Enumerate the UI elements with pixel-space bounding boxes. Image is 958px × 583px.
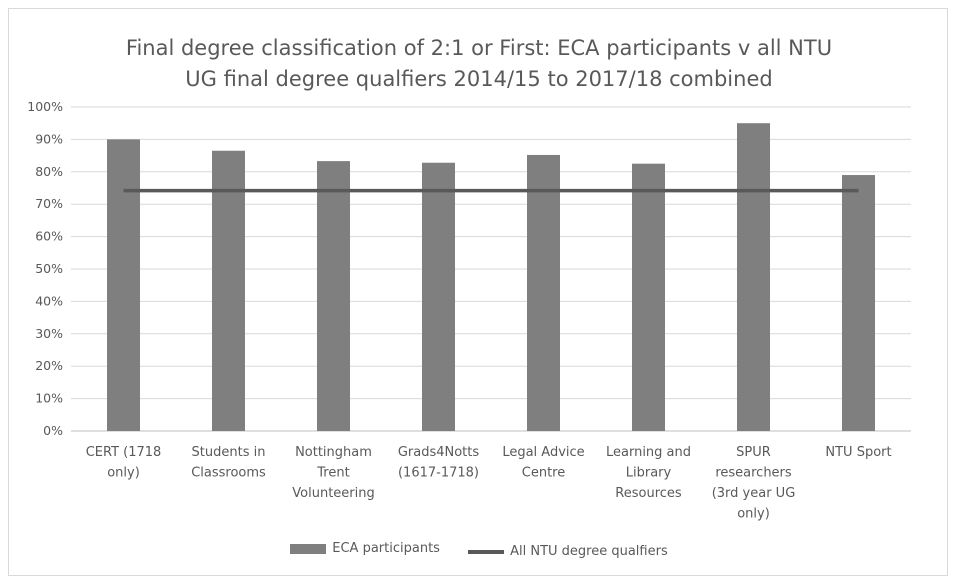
y-tick-label: 70% (35, 196, 63, 211)
y-tick-label: 20% (35, 358, 63, 373)
x-tick-label: Grads4Notts (1617-1718) (398, 445, 480, 481)
y-tick-label: 50% (35, 261, 63, 276)
bar (737, 123, 770, 431)
bar (842, 175, 875, 431)
bar (107, 139, 140, 431)
legend-item-all-ntu: All NTU degree qualfiers (468, 544, 668, 559)
y-tick-label: 10% (35, 391, 63, 406)
legend-swatch-line (468, 549, 505, 554)
x-tick-label: Nottingham Trent Volunteering (292, 445, 374, 501)
x-tick-label: Learning and Library Resources (606, 445, 691, 501)
bar (422, 162, 455, 431)
bar (632, 163, 665, 431)
chart-frame: Final degree classification of 2:1 or Fi… (8, 8, 948, 576)
x-tick-label: CERT (1718 only) (86, 445, 162, 481)
chart-legend: ECA participants All NTU degree qualfier… (9, 541, 949, 559)
chart-title: Final degree classification of 2:1 or Fi… (9, 33, 949, 95)
bar (317, 161, 350, 431)
chart-title-line-1: Final degree classification of 2:1 or Fi… (125, 36, 833, 60)
bar-chart: 0% 10% 20% 30% 40% 50% 60% 70% 80% 90% 100% CERT (1… (27, 99, 911, 522)
bar (212, 150, 245, 432)
legend-item-eca: ECA participants (290, 541, 440, 556)
y-tick-label: 100% (27, 99, 63, 114)
legend-label-eca: ECA participants (332, 541, 440, 556)
legend-label-all-ntu: All NTU degree qualfiers (510, 544, 668, 559)
y-tick-label: 40% (35, 293, 63, 308)
y-tick-label: 30% (35, 326, 63, 341)
x-tick-label: Students in Classrooms (191, 445, 266, 481)
x-tick-label: Legal Advice Centre (502, 445, 584, 481)
x-tick-label: NTU Sport (825, 445, 891, 460)
bar (527, 154, 560, 431)
x-tick-label: SPUR researchers (3rd year UG only) (712, 445, 796, 522)
y-tick-label: 80% (35, 164, 63, 179)
y-tick-label: 0% (43, 423, 63, 438)
chart-title-line-2: UG final degree qualfiers 2014/15 to 201… (185, 67, 773, 91)
y-tick-label: 90% (35, 131, 63, 146)
y-tick-label: 60% (35, 229, 63, 244)
legend-swatch-bar (290, 543, 327, 554)
